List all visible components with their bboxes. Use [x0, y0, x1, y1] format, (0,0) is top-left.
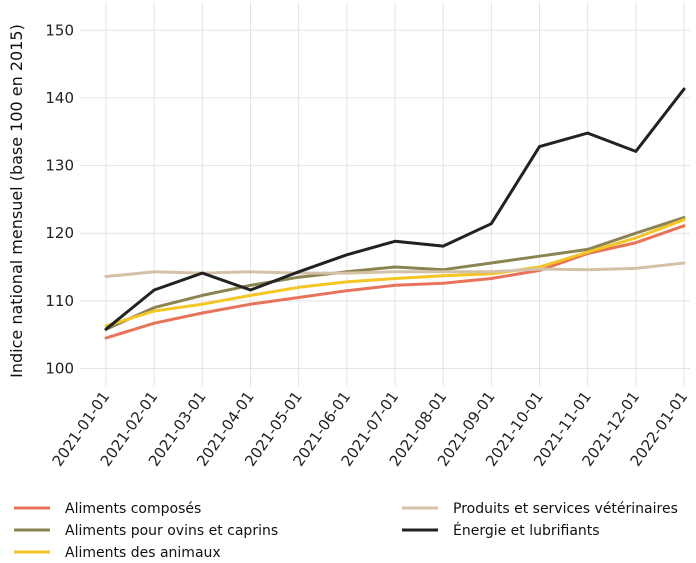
- series-line-3: [104, 218, 686, 328]
- y-tick-label: 100: [45, 359, 74, 377]
- legend-label: Énergie et lubrifiants: [453, 522, 600, 539]
- y-tick-label: 120: [45, 224, 74, 242]
- legend-label: Aliments pour ovins et caprins: [65, 523, 278, 539]
- series-line-5: [104, 87, 686, 331]
- legend-label: Aliments des animaux: [65, 545, 221, 561]
- y-tick-label: 130: [45, 157, 74, 175]
- y-axis-ticks: 100 110 120 130 140 150: [45, 21, 74, 377]
- y-axis-title: Indice national mensuel (base 100 en 201…: [7, 24, 26, 378]
- legend-label: Produits et services vétérinaires: [453, 501, 678, 517]
- x-axis-ticks: 2021-01-012021-02-012021-03-012021-04-01…: [49, 388, 692, 470]
- y-tick-label: 150: [45, 21, 74, 39]
- grid: [80, 2, 690, 386]
- y-tick-label: 140: [45, 89, 74, 107]
- legend: Aliments composés Aliments pour ovins et …: [14, 501, 678, 561]
- series-line-2: [104, 216, 686, 331]
- y-tick-label: 110: [45, 292, 74, 310]
- series-lines: [104, 87, 686, 340]
- legend-label: Aliments composés: [65, 501, 201, 517]
